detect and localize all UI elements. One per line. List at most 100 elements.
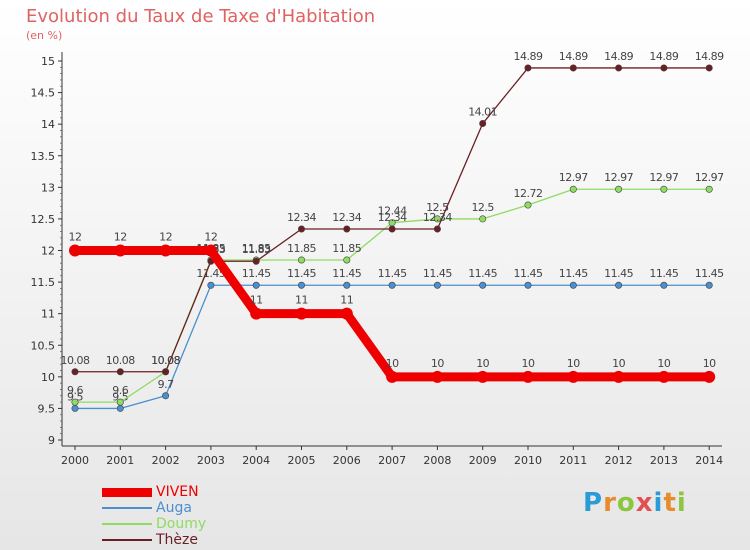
data-point — [343, 256, 351, 264]
data-label: 10.08 — [106, 354, 135, 367]
data-label: 12.34 — [378, 211, 407, 224]
x-tick-label: 2013 — [650, 454, 678, 467]
x-tick-label: 2001 — [106, 454, 134, 467]
data-point — [252, 281, 260, 289]
legend-swatch — [102, 507, 152, 509]
data-point — [569, 281, 577, 289]
data-label: 11.85 — [287, 242, 316, 255]
x-tick-label: 2012 — [605, 454, 633, 467]
data-label: 11.45 — [242, 267, 271, 280]
data-label: 14.89 — [604, 50, 633, 63]
data-label: 10 — [431, 357, 444, 370]
y-tick-label: 9 — [48, 434, 55, 447]
x-tick-label: 2007 — [378, 454, 406, 467]
data-point — [71, 368, 79, 376]
data-point — [660, 185, 668, 193]
chart-subtitle: (en %) — [26, 29, 63, 42]
logo-letter: x — [635, 488, 654, 518]
data-point — [340, 307, 353, 320]
data-label: 9.7 — [158, 378, 174, 391]
data-point — [569, 64, 577, 72]
proxiti-logo: Proxiti — [583, 488, 687, 518]
y-tick-label: 9.5 — [38, 402, 56, 415]
data-point — [479, 120, 487, 128]
line-chart: 9 9.5 10 10.5 11 11.5 12 12.5 13 13.5 14 14.5 15 2000… — [31, 50, 725, 467]
y-tick-label: 10.5 — [31, 339, 56, 352]
data-point — [116, 404, 124, 412]
y-tick-label: 13 — [41, 181, 55, 194]
data-point — [431, 370, 444, 383]
legend-label: Thèze — [156, 532, 198, 548]
legend-label: Auga — [156, 500, 192, 516]
data-point — [252, 257, 260, 265]
legend-swatch — [102, 539, 152, 541]
data-point — [705, 64, 713, 72]
data-label: 12.72 — [514, 187, 543, 200]
legend-item: Thèze — [102, 532, 206, 548]
data-label: 11.45 — [514, 267, 543, 280]
data-label: 14.89 — [695, 50, 724, 63]
data-label: 12 — [69, 231, 82, 244]
data-label: 12.44 — [378, 205, 407, 218]
data-label: 12.97 — [604, 171, 633, 184]
data-point — [615, 64, 623, 72]
data-point — [703, 370, 716, 383]
data-point — [297, 281, 305, 289]
data-label: 10 — [657, 357, 670, 370]
data-label: 10 — [567, 357, 580, 370]
data-label: 10.08 — [61, 354, 90, 367]
data-point — [297, 225, 305, 233]
data-point — [433, 225, 441, 233]
x-tick-label: 2008 — [423, 454, 451, 467]
y-tick-label: 15 — [41, 55, 55, 68]
data-label: 11.45 — [378, 267, 407, 280]
x-tick-label: 2014 — [695, 454, 723, 467]
data-point — [162, 368, 170, 376]
data-label: 11 — [340, 294, 353, 307]
data-point — [386, 370, 399, 383]
x-tick-label: 2000 — [61, 454, 89, 467]
data-label: 12.97 — [695, 171, 724, 184]
data-label: 11.85 — [242, 242, 271, 255]
data-label: 12.5 — [471, 201, 494, 214]
data-point — [705, 185, 713, 193]
data-point — [524, 64, 532, 72]
y-tick-label: 11 — [41, 308, 55, 321]
data-label: 12 — [204, 231, 217, 244]
data-label: 11.45 — [559, 267, 588, 280]
y-tick-label: 12 — [41, 245, 55, 258]
data-label: 9.6 — [67, 384, 83, 397]
data-point — [615, 185, 623, 193]
data-label: 12.34 — [423, 211, 452, 224]
data-point — [479, 215, 487, 223]
legend-label: Doumy — [156, 516, 207, 532]
data-point — [116, 368, 124, 376]
y-tick-label: 11.5 — [31, 276, 56, 289]
data-label: 12.97 — [559, 171, 588, 184]
x-tick-label: 2010 — [514, 454, 542, 467]
x-tick-label: 2004 — [242, 454, 270, 467]
data-point — [660, 281, 668, 289]
data-label: 10 — [703, 357, 716, 370]
data-label: 9.6 — [112, 384, 128, 397]
data-point — [114, 244, 127, 257]
data-point — [207, 281, 215, 289]
data-label: 12.5 — [426, 201, 449, 214]
data-point — [204, 244, 217, 257]
data-point — [660, 64, 668, 72]
data-label: 12.34 — [287, 211, 316, 224]
logo-letter: i — [676, 488, 687, 518]
data-label: 10 — [476, 357, 489, 370]
data-point — [71, 398, 79, 406]
data-point — [524, 201, 532, 209]
legend-swatch — [102, 523, 152, 525]
data-point — [343, 281, 351, 289]
data-label: 11.45 — [423, 267, 452, 280]
data-point — [433, 215, 441, 223]
data-point — [567, 370, 580, 383]
data-label: 11.83 — [242, 243, 271, 256]
data-label: 9.5 — [67, 390, 83, 403]
logo-letter: P — [583, 488, 604, 518]
data-point — [522, 370, 534, 383]
y-tick-label: 10 — [41, 371, 55, 384]
